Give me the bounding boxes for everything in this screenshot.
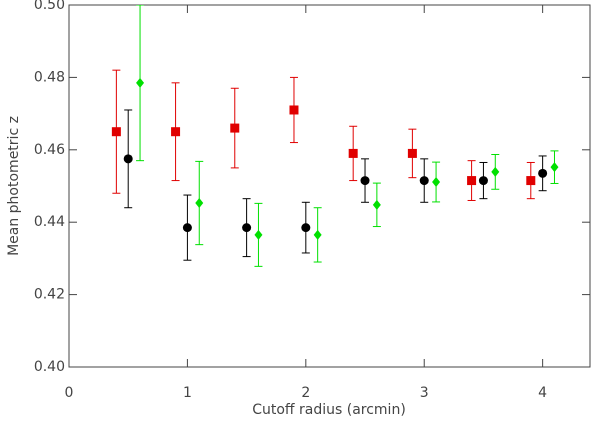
point: [372, 199, 381, 210]
x-tick-label: 3: [420, 385, 429, 401]
point: [111, 127, 121, 137]
point: [313, 229, 322, 240]
point: [171, 127, 181, 137]
point: [432, 177, 441, 188]
y-tick-label: 0.46: [34, 142, 65, 158]
point: [242, 223, 252, 233]
point: [182, 223, 192, 233]
x-tick-label: 4: [538, 385, 547, 401]
point: [360, 176, 370, 186]
point: [526, 176, 536, 186]
point: [301, 223, 311, 233]
x-tick-label: 0: [65, 385, 74, 401]
point: [254, 229, 263, 240]
point: [478, 176, 488, 186]
x-tick-label: 1: [183, 385, 192, 401]
point: [538, 168, 548, 178]
point: [407, 148, 417, 158]
y-tick-label: 0.48: [34, 69, 65, 85]
x-axis-label: Cutoff radius (arcmin): [252, 402, 406, 418]
point: [467, 176, 477, 186]
plot-area: [111, 5, 559, 267]
y-tick-label: 0.50: [34, 0, 65, 13]
point: [491, 166, 500, 177]
point: [123, 154, 133, 164]
x-tick-label: 2: [301, 385, 310, 401]
y-tick-label: 0.42: [34, 287, 65, 303]
point: [195, 198, 204, 209]
point: [289, 105, 299, 115]
point: [550, 162, 559, 173]
point: [230, 123, 240, 133]
point: [348, 148, 358, 158]
y-tick-label: 0.40: [34, 359, 65, 375]
plot-frame: [68, 4, 591, 368]
y-tick-label: 0.44: [34, 214, 65, 230]
point: [136, 77, 145, 88]
point: [419, 176, 429, 186]
y-axis-label: Mean photometric z: [6, 116, 22, 256]
